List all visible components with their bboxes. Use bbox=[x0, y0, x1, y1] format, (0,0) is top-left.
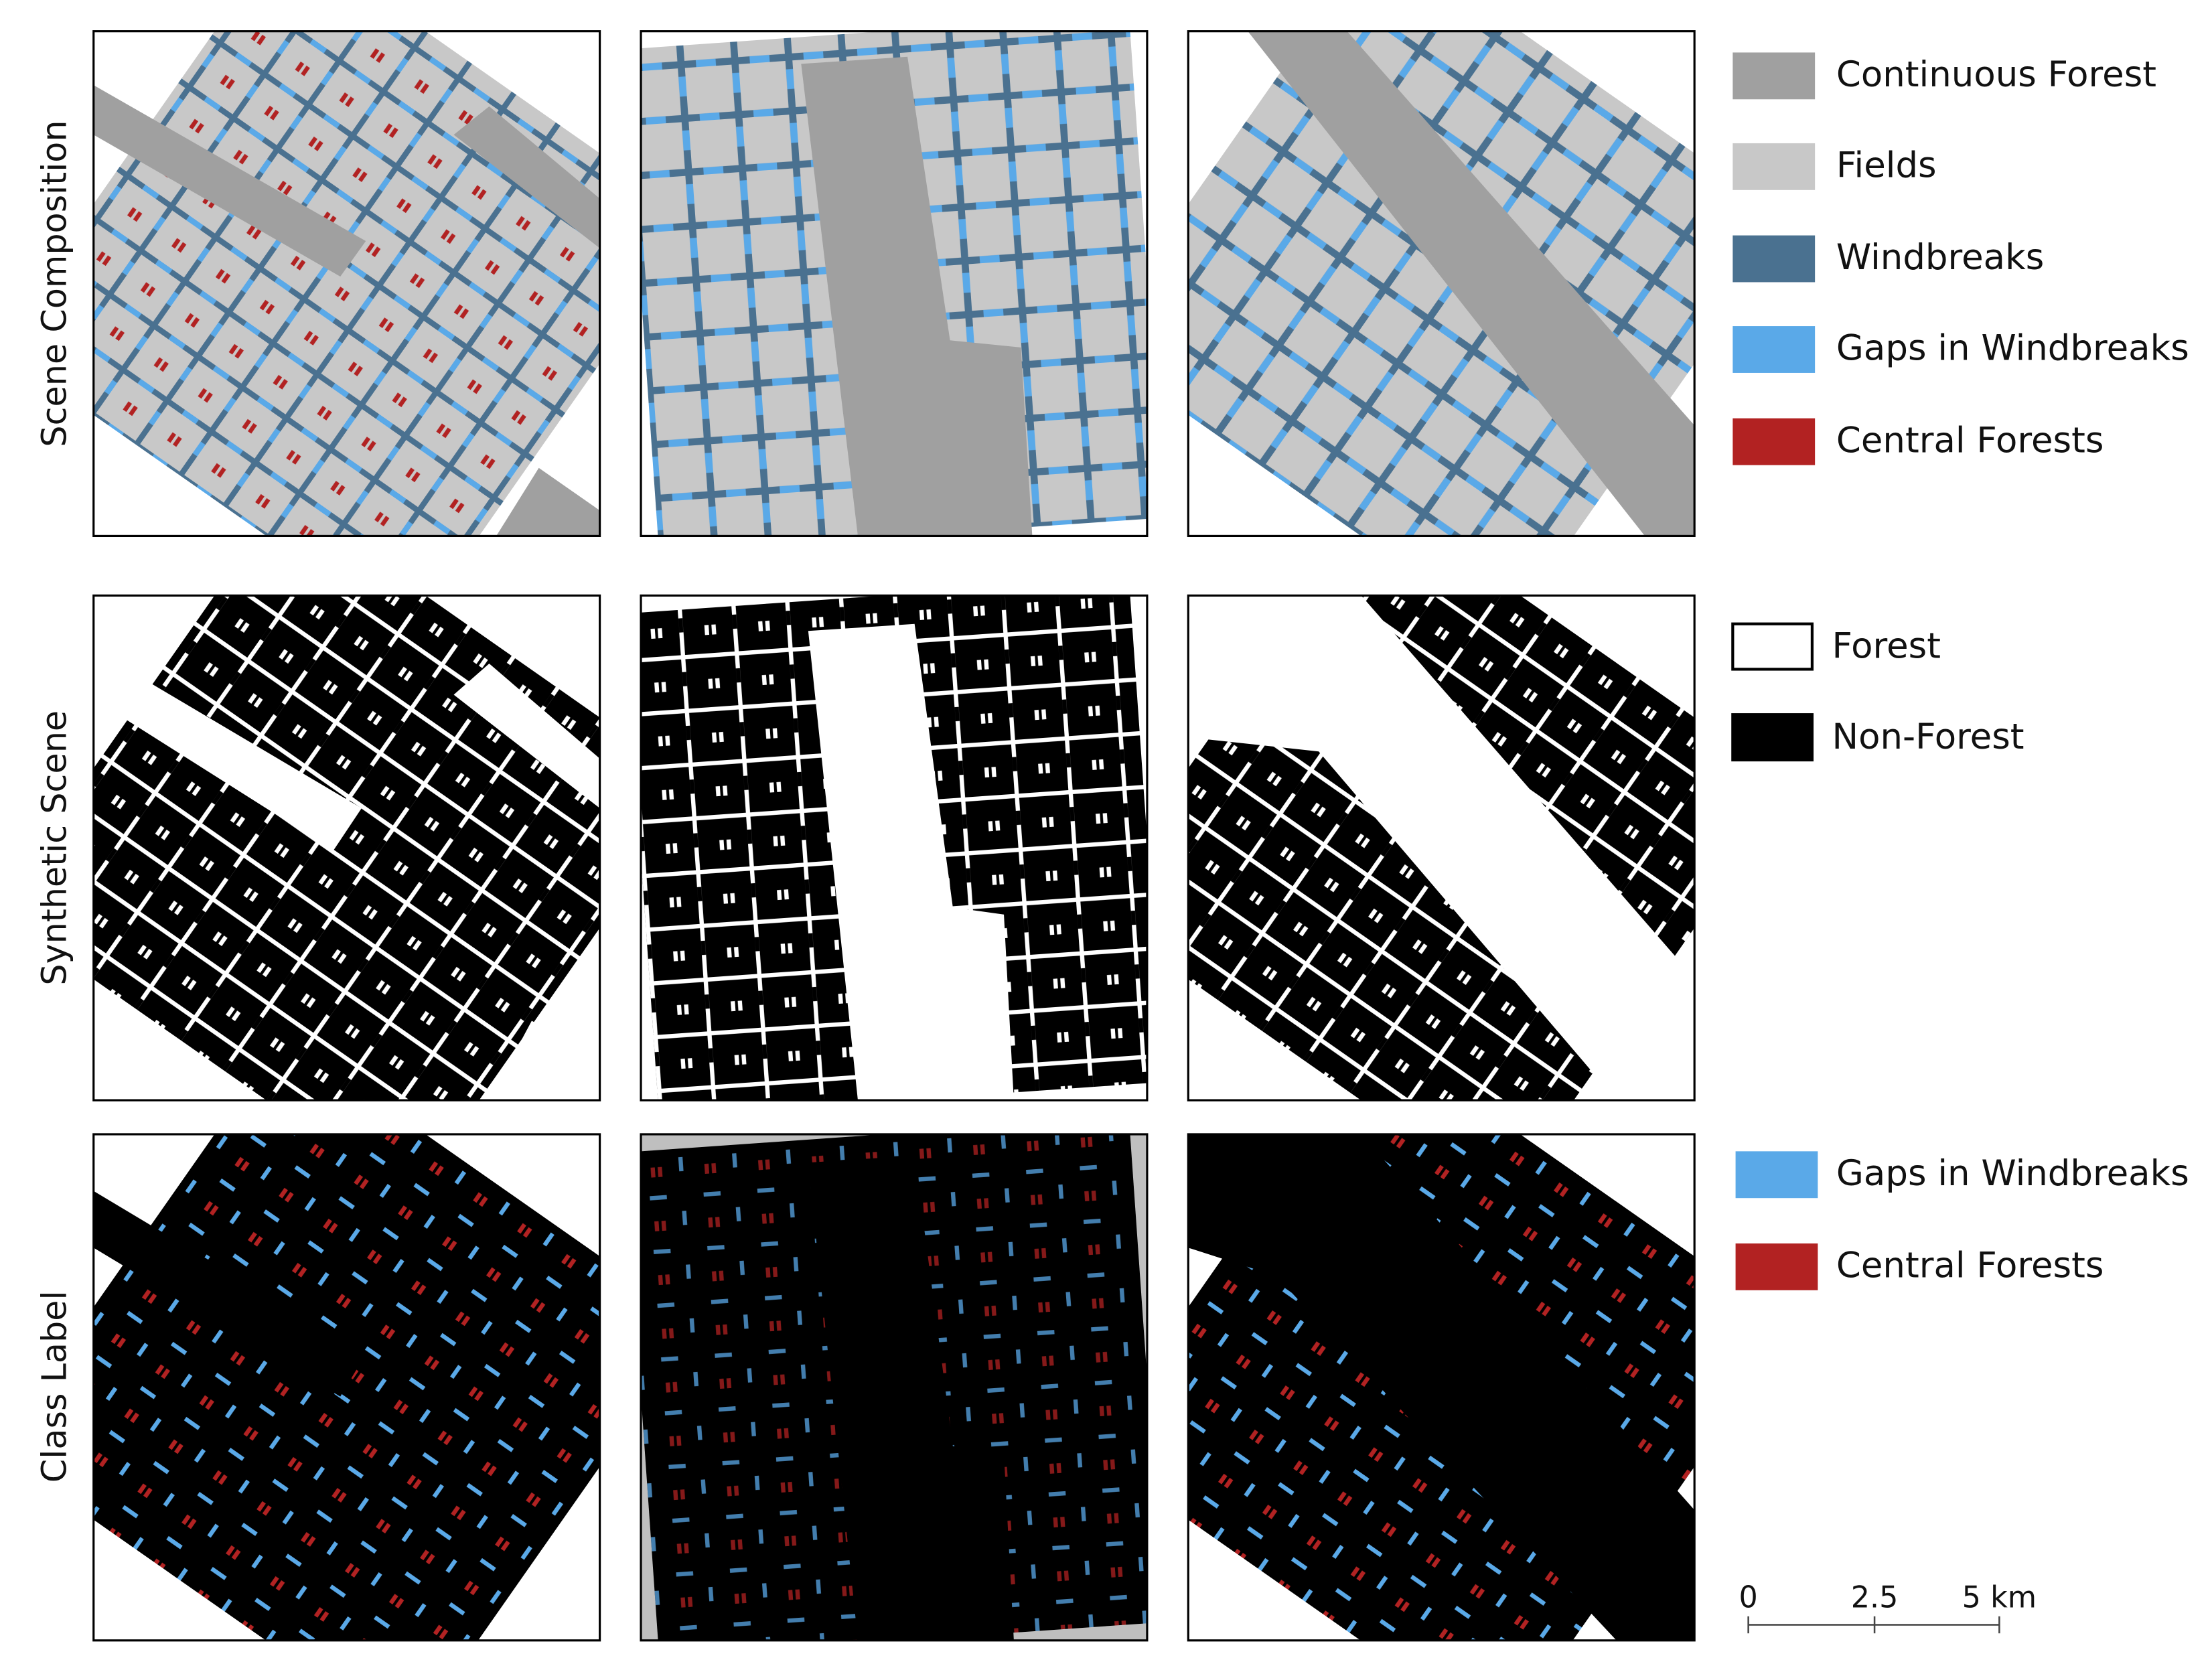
panel bbox=[1188, 31, 1695, 536]
legend-label: Forest bbox=[1832, 625, 1941, 666]
panel bbox=[1188, 1134, 1695, 1641]
legend-swatch bbox=[1732, 418, 1816, 465]
scale-label: 2.5 bbox=[1851, 1580, 1899, 1614]
panel bbox=[93, 1134, 600, 1641]
row-label: Synthetic Scene bbox=[35, 710, 74, 986]
legend-label: Central Forests bbox=[1836, 1245, 2104, 1286]
legend-label: Gaps in Windbreaks bbox=[1836, 1153, 2189, 1194]
panel bbox=[93, 595, 600, 1101]
legend-swatch bbox=[1732, 52, 1816, 100]
legend-swatch bbox=[1732, 143, 1816, 190]
legend-swatch bbox=[1732, 326, 1816, 373]
row-label: Class Label bbox=[35, 1290, 74, 1483]
panel bbox=[93, 31, 600, 536]
panel bbox=[641, 31, 1147, 536]
legend-label: Central Forests bbox=[1836, 420, 2104, 461]
panel bbox=[1188, 595, 1695, 1101]
panel-borders bbox=[92, 30, 1696, 1642]
panel bbox=[641, 595, 1147, 1101]
panel bbox=[641, 1134, 1147, 1641]
legend-label: Windbreaks bbox=[1836, 237, 2044, 278]
legend-label: Fields bbox=[1836, 145, 1937, 186]
row-label: Scene Composition bbox=[35, 120, 74, 447]
legend-swatch bbox=[1732, 235, 1816, 283]
legend-swatch bbox=[1735, 1151, 1818, 1199]
legend-label: Gaps in Windbreaks bbox=[1836, 328, 2189, 369]
scale-label: 5 km bbox=[1962, 1580, 2037, 1614]
legend-swatch bbox=[1731, 622, 1814, 671]
legend-label: Continuous Forest bbox=[1836, 54, 2156, 95]
scale-label: 0 bbox=[1739, 1580, 1757, 1614]
legend-label: Non-Forest bbox=[1832, 716, 2024, 757]
legend-swatch bbox=[1731, 713, 1814, 762]
legend-swatch bbox=[1735, 1243, 1818, 1290]
scale-bar bbox=[1747, 1616, 2000, 1634]
